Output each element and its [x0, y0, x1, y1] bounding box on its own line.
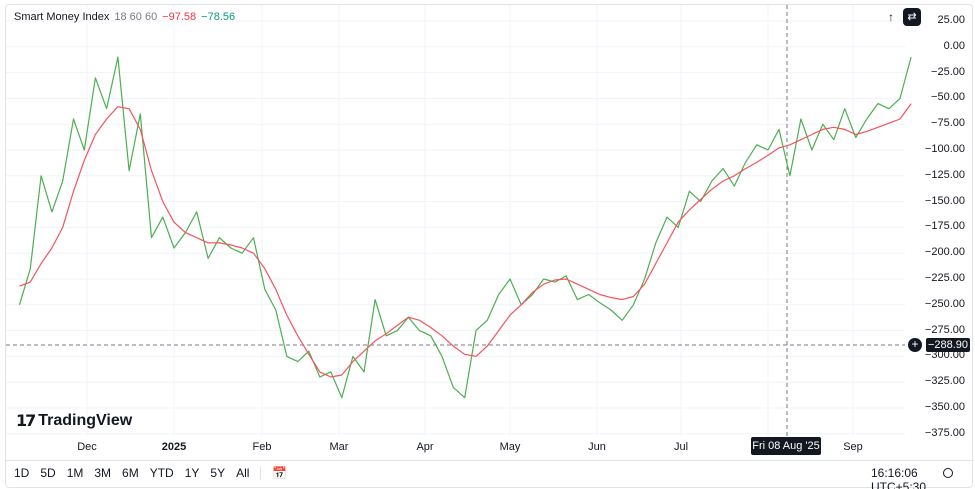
clock-timezone[interactable]: 16:16:06 UTC+5:30	[871, 466, 927, 489]
crosshair-price-tag: −288.90	[926, 338, 970, 352]
x-tick-label: May	[499, 441, 521, 453]
legend-value-green: −78.56	[201, 11, 236, 23]
range-3m[interactable]: 3M	[94, 466, 112, 480]
range-5d[interactable]: 5D	[40, 466, 56, 480]
series-line-red	[19, 103, 912, 378]
bottom-divider	[5, 460, 973, 461]
y-tick-label: −25.00	[931, 65, 965, 78]
y-tick-label: 25.00	[937, 14, 965, 26]
y-tick-label: −325.00	[924, 375, 965, 388]
y-tick-label: −75.00	[931, 117, 965, 130]
add-plus-icon[interactable]: +	[908, 338, 922, 352]
range-ytd[interactable]: YTD	[149, 466, 174, 480]
y-tick-label: −350.00	[924, 401, 965, 413]
range-1m[interactable]: 1M	[66, 466, 84, 480]
tradingview-logo-icon: 17	[16, 411, 36, 430]
x-tick-label: Dec	[77, 441, 97, 453]
y-tick-label: −275.00	[924, 323, 965, 336]
x-tick-label: Jun	[588, 441, 606, 453]
indicator-legend[interactable]: Smart Money Index 18 60 60 −97.58 −78.56	[14, 11, 235, 23]
range-all[interactable]: All	[236, 466, 250, 480]
range-1y[interactable]: 1Y	[184, 466, 200, 480]
x-tick-label: Apr	[416, 441, 434, 453]
range-divider	[260, 466, 262, 480]
y-tick-label: 0.00	[943, 39, 965, 52]
range-6m[interactable]: 6M	[122, 466, 139, 480]
calendar-icon[interactable]: 📅	[272, 466, 288, 480]
y-tick-label: −250.00	[924, 297, 965, 310]
range-5y[interactable]: 5Y	[210, 466, 226, 480]
tradingview-logo[interactable]: 17 TradingView	[16, 411, 132, 430]
y-tick-label: −300.00	[924, 349, 965, 362]
legend-value-red: −97.58	[162, 11, 197, 23]
chart-frame	[5, 4, 973, 488]
settings-icon[interactable]	[943, 468, 953, 478]
legend-params: 18 60 60	[114, 11, 158, 23]
x-tick-label: Jul	[673, 441, 689, 453]
series-line-green	[18, 56, 912, 399]
range-selector: 1D 5D 1M 3M 6M YTD 1Y 5Y All 📅	[14, 466, 287, 480]
x-tick-label: Sep	[843, 441, 863, 453]
range-1d[interactable]: 1D	[14, 466, 30, 480]
up-arrow-icon[interactable]: ↑	[888, 10, 894, 24]
y-tick-label: −100.00	[924, 143, 965, 155]
y-tick-label: −375.00	[924, 426, 965, 439]
x-tick-label: Feb	[252, 441, 272, 453]
x-tick-label: Mar	[329, 441, 349, 453]
x-tick-label: 2025	[161, 441, 187, 453]
y-tick-label: −225.00	[924, 272, 965, 284]
y-tick-label: −200.00	[924, 246, 965, 259]
y-tick-label: −175.00	[924, 220, 965, 233]
swap-icon[interactable]: ⇄	[903, 8, 921, 26]
y-tick-label: −150.00	[924, 194, 965, 207]
y-tick-label: −125.00	[924, 168, 965, 181]
legend-name: Smart Money Index	[14, 11, 110, 23]
logo-text: TradingView	[38, 411, 133, 429]
crosshair-date-tag: Fri 08 Aug '25	[751, 437, 821, 455]
y-tick-label: −50.00	[931, 91, 965, 104]
